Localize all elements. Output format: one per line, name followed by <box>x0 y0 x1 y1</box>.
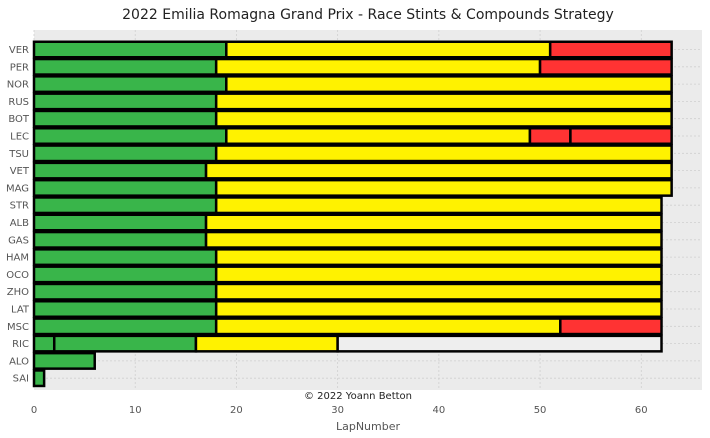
x-tick-label: 50 <box>534 405 547 416</box>
x-tick-labels: 0 10 20 30 40 50 60 <box>31 405 648 416</box>
stint-bar-lec <box>225 127 532 145</box>
stint-bar-ham <box>32 248 218 267</box>
driver-label: RUS <box>8 97 29 108</box>
stint-bar-nor <box>32 75 228 94</box>
driver-label: HAM <box>6 253 29 264</box>
stint-bar-ric <box>336 334 663 353</box>
x-tick-label: 10 <box>129 405 142 416</box>
stint-bar-lat <box>214 300 663 318</box>
stint-bar-ric <box>32 334 56 353</box>
stint-bar-gas <box>204 230 663 249</box>
stint-bar-per <box>32 57 218 76</box>
stint-bar-alb <box>204 213 663 232</box>
chart-title: 2022 Emilia Romagna Grand Prix - Race St… <box>122 7 614 23</box>
y-tick-labels: VER PER NOR RUS BOT LEC TSU VET MAG STR ALB GAS HAM O… <box>6 45 30 385</box>
driver-label: LAT <box>11 305 30 316</box>
stint-bar-tsu <box>214 144 673 163</box>
stint-bar-ric <box>194 334 339 353</box>
stint-bar-rus <box>214 92 673 111</box>
driver-label: OCO <box>6 270 29 281</box>
driver-label: PER <box>10 62 29 73</box>
driver-label: VER <box>9 45 29 56</box>
x-tick-label: 30 <box>331 405 344 416</box>
driver-label: RIC <box>12 339 29 350</box>
stint-bars <box>32 40 673 388</box>
stint-bar-alb <box>32 213 208 232</box>
x-tick-label: 0 <box>31 405 37 416</box>
driver-label: LEC <box>10 132 29 143</box>
stint-bar-msc <box>559 317 663 336</box>
stint-bar-str <box>32 196 218 215</box>
driver-label: ALO <box>9 356 29 367</box>
stint-bar-lec <box>32 127 228 145</box>
stint-bar-rus <box>32 92 218 111</box>
stint-bar-zho <box>32 282 218 301</box>
stint-bar-per <box>214 57 542 76</box>
stint-bar-zho <box>214 282 663 301</box>
stint-bar-ver <box>225 40 552 59</box>
stint-bar-nor <box>225 75 673 94</box>
x-tick-label: 20 <box>230 405 243 416</box>
stint-bar-vet <box>32 161 208 180</box>
driver-label: TSU <box>8 149 29 160</box>
driver-label: SAI <box>13 374 29 385</box>
stint-bar-lec <box>569 127 673 145</box>
stint-bar-mag <box>214 178 673 197</box>
stint-bar-ver <box>548 40 673 59</box>
stint-bar-oco <box>32 265 218 284</box>
stint-bar-ric <box>52 334 198 353</box>
stint-bar-oco <box>214 265 663 284</box>
stint-bar-gas <box>32 230 208 249</box>
stint-bar-sai <box>32 369 46 388</box>
stint-bar-bot <box>214 109 673 128</box>
driver-label: NOR <box>7 80 29 91</box>
credit-annotation: © 2022 Yoann Betton <box>304 391 412 402</box>
stint-bar-ham <box>214 248 663 267</box>
stint-bar-per <box>538 57 673 76</box>
stint-bar-ver <box>32 40 228 59</box>
driver-label: MAG <box>6 183 29 194</box>
stint-bar-lec <box>528 127 572 145</box>
x-tick-label: 40 <box>432 405 445 416</box>
driver-label: ZHO <box>7 287 29 298</box>
driver-label: BOT <box>8 114 30 125</box>
stint-bar-tsu <box>32 144 218 163</box>
x-tick-label: 60 <box>635 405 648 416</box>
stint-bar-str <box>214 196 663 215</box>
stint-bar-msc <box>214 317 562 336</box>
x-axis-label: LapNumber <box>336 420 401 433</box>
driver-label: MSC <box>7 322 29 333</box>
driver-label: VET <box>10 166 30 177</box>
driver-label: STR <box>10 201 29 212</box>
driver-label: GAS <box>8 235 29 246</box>
stint-bar-lat <box>32 300 218 318</box>
stint-bar-msc <box>32 317 218 336</box>
stint-bar-mag <box>32 178 218 197</box>
stint-bar-vet <box>204 161 673 180</box>
driver-label: ALB <box>10 218 29 229</box>
stint-bar-alo <box>32 351 96 370</box>
stint-bar-bot <box>32 109 218 128</box>
